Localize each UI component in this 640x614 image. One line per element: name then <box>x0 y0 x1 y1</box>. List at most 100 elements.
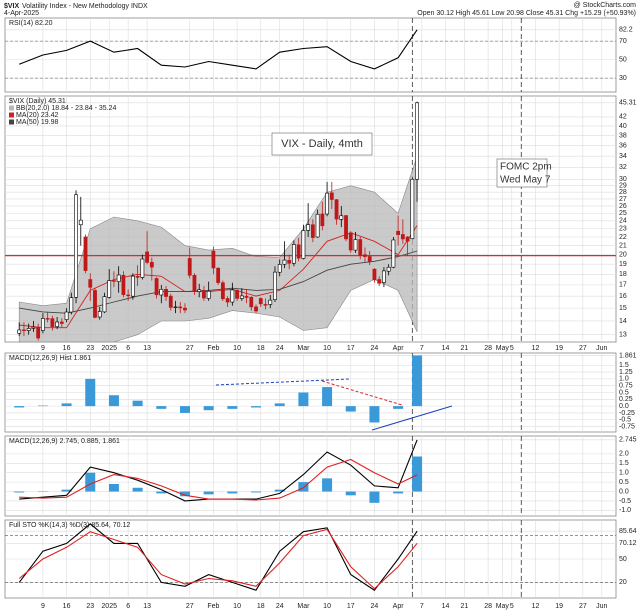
y-tick-label: 20 <box>619 579 627 586</box>
x-tick-label: 23 <box>86 603 94 610</box>
candle-body <box>135 276 140 278</box>
candle-body <box>88 279 93 288</box>
x-tick-label: Jun <box>596 345 607 352</box>
x-tick-label: 17 <box>347 603 355 610</box>
candle-body <box>358 239 363 256</box>
candle-body <box>187 258 192 276</box>
candle-body <box>329 192 334 200</box>
candle-body <box>140 258 145 278</box>
y-tick-label: 13 <box>619 332 627 339</box>
y-tick-label: 36 <box>619 142 627 149</box>
x-tick-label: 14 <box>442 603 450 610</box>
candle-body <box>173 306 178 309</box>
candle-body <box>254 306 258 312</box>
x-tick-label: Apr <box>393 603 405 610</box>
x-tick-label: May <box>496 345 510 352</box>
histogram-bar <box>274 489 285 492</box>
x-tick-label: May <box>496 603 510 610</box>
candle-body <box>235 290 239 299</box>
y-tick-label: 1.5 <box>619 362 629 369</box>
candle-body <box>74 194 78 298</box>
y-tick-label: 17 <box>619 282 627 289</box>
candle-body <box>344 215 348 240</box>
y-tick-label: 20 <box>619 252 627 259</box>
histogram-bar <box>227 406 238 409</box>
x-tick-label: 16 <box>63 345 71 352</box>
candle-body <box>249 297 254 308</box>
panel-title: RSI(14) 82.20 <box>9 20 53 27</box>
candle-body <box>97 311 102 318</box>
x-tick-label: 7 <box>420 345 424 352</box>
x-tick-label: 6 <box>126 603 130 610</box>
legend-swatch <box>9 105 14 111</box>
candle-body <box>36 326 41 339</box>
y-tick-label: 1.861 <box>619 352 637 359</box>
candle-body <box>78 219 83 226</box>
x-tick-label: 9 <box>41 345 45 352</box>
candle-body <box>415 102 419 180</box>
y-tick-label: 1.0 <box>619 470 629 477</box>
candle-body <box>45 318 50 320</box>
candle-body <box>273 271 277 300</box>
annotation-box <box>271 132 373 156</box>
panel-title: Full STO %K(14,3) %D(3) 85.64, 70.12 <box>9 522 130 529</box>
histogram-bar <box>203 491 214 495</box>
y-tick-label: -0.5 <box>619 498 631 505</box>
panel-title: $VIX (Daily) 45.31 <box>9 98 66 105</box>
histogram-bar <box>251 406 262 408</box>
x-tick-label: 27 <box>186 345 194 352</box>
y-tick-label: 15 <box>619 305 627 312</box>
indicator-line <box>18 528 418 590</box>
y-tick-label: 38 <box>619 132 627 139</box>
y-tick-label: 50 <box>619 556 627 563</box>
y-tick-label: 14 <box>619 318 627 325</box>
candle-body <box>17 329 22 334</box>
candle-body <box>320 213 325 227</box>
annotation: Wed May 7 <box>500 175 551 186</box>
y-tick-label: 0.75 <box>619 383 633 390</box>
x-tick-label: 27 <box>579 603 587 610</box>
y-tick-label: 1.5 <box>619 460 629 467</box>
x-tick-label: Jun <box>596 603 607 610</box>
histogram-bar <box>203 406 214 411</box>
y-tick-label: 30 <box>619 176 627 183</box>
candle-body <box>220 282 225 300</box>
x-tick-label: 19 <box>555 345 563 352</box>
x-tick-label: 24 <box>371 345 379 352</box>
x-tick-label: 24 <box>276 345 284 352</box>
candle-body <box>107 280 112 298</box>
candle-body <box>386 266 391 272</box>
x-tick-label: 23 <box>86 345 94 352</box>
y-tick-label: 40 <box>619 123 627 130</box>
x-tick-label: 19 <box>555 603 563 610</box>
candle-body <box>31 326 36 329</box>
panel-title: MACD(12,26,9) Hist 1.861 <box>9 355 91 362</box>
trend-line <box>215 378 351 386</box>
panel <box>4 17 617 93</box>
x-tick-label: 13 <box>143 345 151 352</box>
candle-body <box>367 256 372 262</box>
x-tick-label: Apr <box>393 345 405 352</box>
candle-body <box>64 311 69 320</box>
y-tick-label: -0.75 <box>619 423 635 430</box>
histogram-bar <box>251 491 262 493</box>
candle-body <box>145 251 149 263</box>
annotation: VIX - Daily, 4mth <box>281 138 363 150</box>
histogram-bar <box>37 405 48 407</box>
histogram-bar <box>179 406 190 413</box>
y-tick-label: 16 <box>619 293 627 300</box>
histogram-bar <box>322 387 333 407</box>
candle-body <box>216 267 221 283</box>
y-tick-label: -0.5 <box>619 417 631 424</box>
panel-title: MACD(12,26,9) 2.745, 0.885, 1.861 <box>9 438 120 445</box>
histogram-bar <box>85 378 96 407</box>
legend-swatch <box>9 112 14 118</box>
candle-body <box>377 279 382 284</box>
trend-line <box>371 405 453 431</box>
candle-body <box>301 230 306 259</box>
y-tick-label: 0.25 <box>619 396 633 403</box>
y-tick-label: 0.5 <box>619 389 629 396</box>
candle-body <box>112 280 116 282</box>
x-tick-label: Mar <box>297 345 310 352</box>
candle-body <box>277 264 282 273</box>
